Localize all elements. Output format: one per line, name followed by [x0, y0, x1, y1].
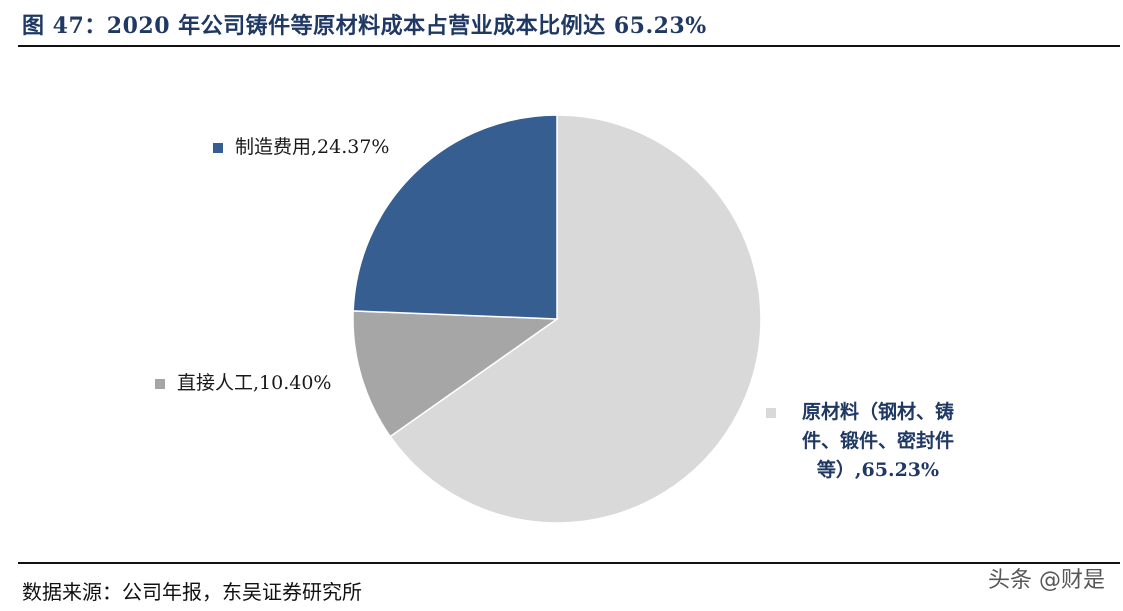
- legend-swatch-manufacturing-overhead: [213, 143, 223, 153]
- pie-slice-direct-labor: [352, 310, 560, 438]
- source-divider: [18, 562, 1120, 564]
- pie-slice-raw-materials: [389, 114, 762, 524]
- legend-item-manufacturing-overhead: 制造费用,24.37%: [213, 133, 390, 162]
- legend-item-direct-labor: 直接人工,10.40%: [155, 369, 332, 398]
- watermark: 头条 @财是: [988, 568, 1105, 593]
- legend-swatch-direct-labor: [155, 379, 165, 389]
- source-note: 数据来源：公司年报，东吴证券研究所: [22, 580, 362, 604]
- legend-label-manufacturing-overhead: 制造费用,24.37%: [235, 136, 390, 158]
- legend-swatch-raw-materials: [766, 408, 776, 418]
- title-divider: [18, 45, 1120, 47]
- legend-label-raw-materials: 原材料（钢材、铸件、锻件、密封件等）,65.23%: [801, 401, 954, 481]
- legend-label-direct-labor: 直接人工,10.40%: [177, 372, 332, 394]
- figure-title: 图 47：2020 年公司铸件等原材料成本占营业成本比例达 65.23%: [22, 13, 707, 39]
- pie-slice-manufacturing-overhead: [352, 114, 558, 320]
- legend-item-raw-materials: 原材料（钢材、铸件、锻件、密封件等）,65.23%: [766, 398, 976, 485]
